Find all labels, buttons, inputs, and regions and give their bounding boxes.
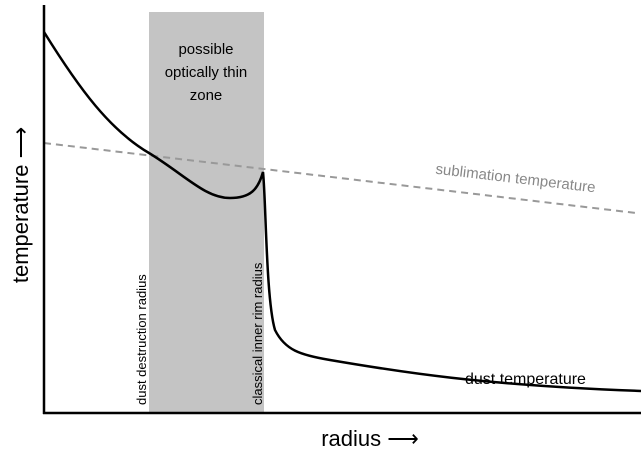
x-axis-label: radius ⟶ <box>321 426 419 451</box>
y-axis-label: temperature ⟶ <box>8 127 33 283</box>
rim-label: classical inner rim radius <box>250 262 265 405</box>
sublimation-label: sublimation temperature <box>435 161 597 197</box>
dust-label: dust temperature <box>465 371 586 388</box>
zone-label: zone <box>190 87 223 104</box>
zone-band <box>149 12 264 413</box>
zone-label: optically thin <box>165 64 248 81</box>
dust-curve <box>42 31 641 393</box>
sublimation-line <box>43 142 637 214</box>
zone-label: possible <box>178 41 233 58</box>
destruction-label: dust destruction radius <box>134 274 149 405</box>
